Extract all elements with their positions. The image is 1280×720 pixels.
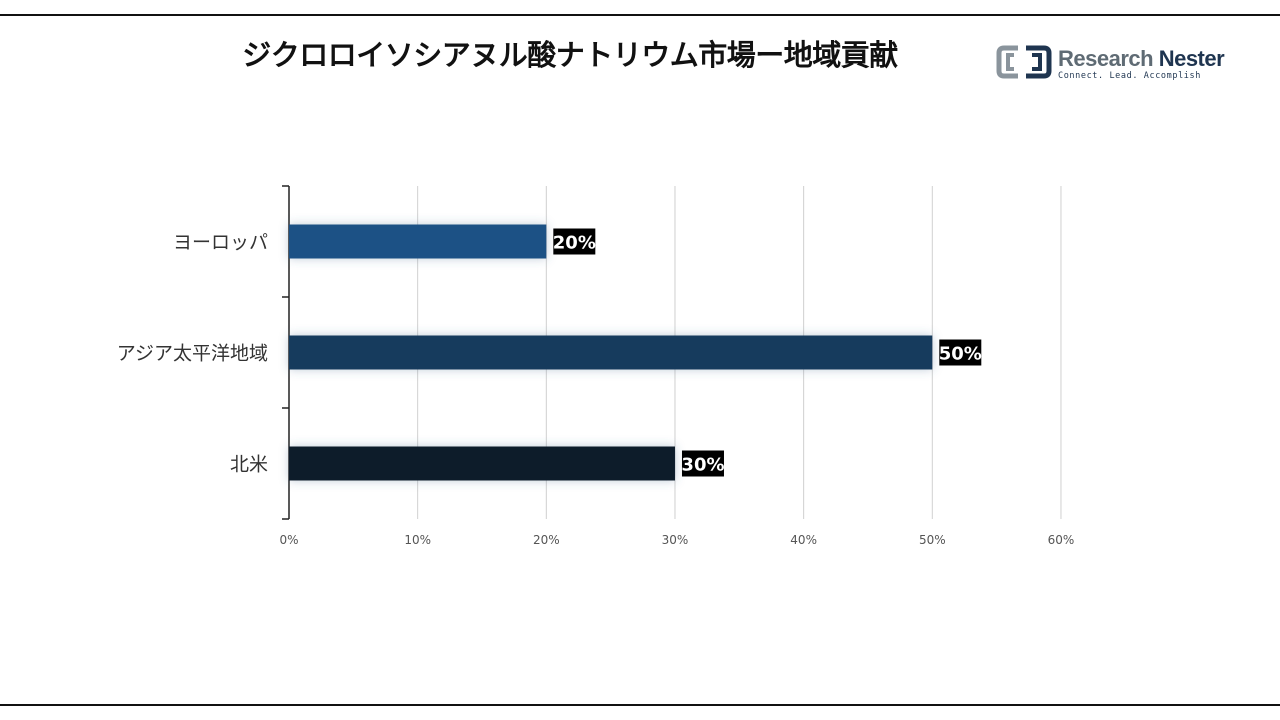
bars [289, 224, 933, 481]
data-label-text: 30% [681, 455, 724, 476]
category-axis [282, 185, 290, 520]
data-label: 50% [939, 339, 982, 366]
research-nester-logo: Research Nester Connect. Lead. Accomplis… [996, 44, 1225, 84]
x-tick-labels: 0% 10% 20% 30% 40% 50% 60% [279, 533, 1074, 547]
x-tick-label: 0% [279, 533, 298, 547]
x-tick-label: 30% [662, 533, 689, 547]
bar [289, 446, 675, 481]
category-label: アジア太平洋地域 [117, 343, 268, 365]
data-label-text: 50% [939, 344, 982, 365]
chart-title: ジクロロイソシアヌル酸ナトリウム市場ー地域貢献 [242, 38, 898, 72]
data-labels: 20% 50% 30% [553, 228, 982, 477]
logo-name-nester: Nester [1158, 46, 1225, 71]
bar [289, 335, 933, 370]
category-label: ヨーロッパ [173, 232, 268, 254]
category-label: 北米 [230, 454, 268, 476]
logo-wordmark: Research Nester [1058, 46, 1225, 72]
top-rule [0, 14, 1280, 16]
data-label-background [553, 228, 596, 255]
x-tick-label: 20% [533, 533, 560, 547]
data-label-background [939, 339, 982, 366]
data-label-background [681, 450, 724, 477]
logo-icon [996, 45, 1052, 79]
data-label-text: 20% [553, 233, 596, 254]
data-label: 30% [681, 450, 725, 477]
x-tick-label: 50% [919, 533, 946, 547]
x-tick-label: 10% [404, 533, 431, 547]
logo-name-research: Research [1058, 46, 1154, 71]
x-tick-label: 40% [790, 533, 817, 547]
x-tick-label: 60% [1048, 533, 1075, 547]
bar [289, 224, 547, 259]
data-label: 20% [553, 228, 596, 255]
logo-tagline: Connect. Lead. Accomplish [1058, 71, 1201, 81]
bottom-rule [0, 704, 1280, 706]
